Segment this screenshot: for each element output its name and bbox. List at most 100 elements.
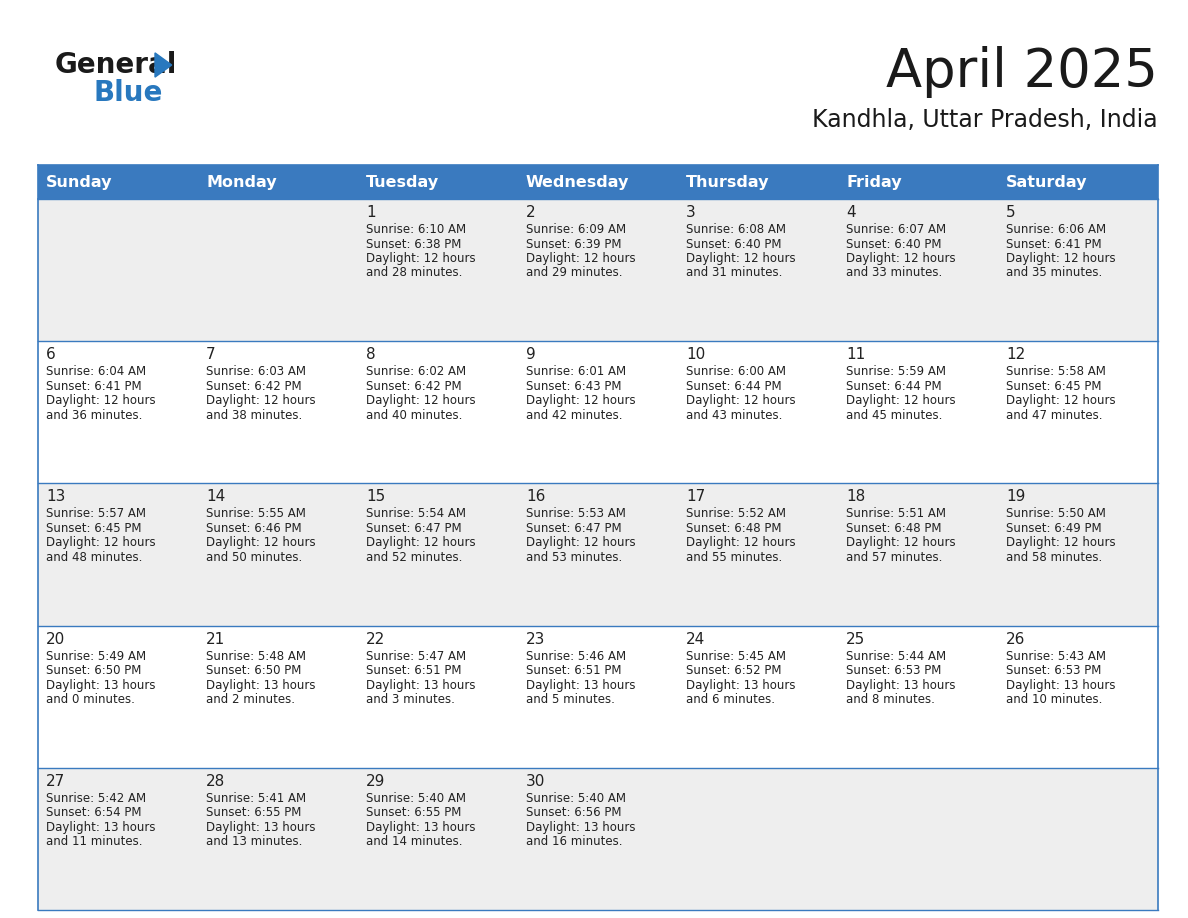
Text: and 14 minutes.: and 14 minutes.	[366, 835, 462, 848]
Text: Sunset: 6:42 PM: Sunset: 6:42 PM	[366, 380, 462, 393]
Text: Sunset: 6:56 PM: Sunset: 6:56 PM	[526, 806, 621, 819]
Text: 3: 3	[685, 205, 696, 220]
Text: 16: 16	[526, 489, 545, 504]
Text: Sunrise: 6:08 AM: Sunrise: 6:08 AM	[685, 223, 786, 236]
Text: Daylight: 12 hours: Daylight: 12 hours	[1006, 536, 1116, 549]
Text: Sunset: 6:48 PM: Sunset: 6:48 PM	[685, 522, 782, 535]
Text: Sunset: 6:38 PM: Sunset: 6:38 PM	[366, 238, 461, 251]
Text: Daylight: 12 hours: Daylight: 12 hours	[846, 394, 955, 408]
Text: Daylight: 13 hours: Daylight: 13 hours	[526, 821, 636, 834]
Text: Sunset: 6:47 PM: Sunset: 6:47 PM	[526, 522, 621, 535]
Text: Sunset: 6:46 PM: Sunset: 6:46 PM	[206, 522, 302, 535]
Text: Sunset: 6:41 PM: Sunset: 6:41 PM	[46, 380, 141, 393]
Text: Sunset: 6:53 PM: Sunset: 6:53 PM	[1006, 664, 1101, 677]
Text: Sunset: 6:52 PM: Sunset: 6:52 PM	[685, 664, 782, 677]
Text: Sunrise: 5:51 AM: Sunrise: 5:51 AM	[846, 508, 946, 521]
Text: Sunset: 6:50 PM: Sunset: 6:50 PM	[206, 664, 302, 677]
Text: and 48 minutes.: and 48 minutes.	[46, 551, 143, 564]
Text: Sunset: 6:43 PM: Sunset: 6:43 PM	[526, 380, 621, 393]
Text: Blue: Blue	[93, 79, 163, 107]
Text: 25: 25	[846, 632, 865, 646]
Text: Daylight: 13 hours: Daylight: 13 hours	[526, 678, 636, 691]
Text: 18: 18	[846, 489, 865, 504]
Text: Daylight: 13 hours: Daylight: 13 hours	[1006, 678, 1116, 691]
Text: Sunset: 6:53 PM: Sunset: 6:53 PM	[846, 664, 941, 677]
Polygon shape	[154, 53, 172, 77]
Text: Sunrise: 5:45 AM: Sunrise: 5:45 AM	[685, 650, 786, 663]
Text: and 28 minutes.: and 28 minutes.	[366, 266, 462, 279]
Text: 7: 7	[206, 347, 216, 363]
Text: 14: 14	[206, 489, 226, 504]
Text: Sunset: 6:55 PM: Sunset: 6:55 PM	[206, 806, 302, 819]
Text: Daylight: 12 hours: Daylight: 12 hours	[1006, 252, 1116, 265]
Text: Friday: Friday	[846, 174, 902, 189]
Text: Daylight: 13 hours: Daylight: 13 hours	[206, 821, 316, 834]
Text: Monday: Monday	[206, 174, 277, 189]
Text: 13: 13	[46, 489, 65, 504]
Text: 10: 10	[685, 347, 706, 363]
Text: Daylight: 13 hours: Daylight: 13 hours	[366, 678, 475, 691]
Text: 12: 12	[1006, 347, 1025, 363]
Text: Sunset: 6:51 PM: Sunset: 6:51 PM	[366, 664, 461, 677]
Text: Sunrise: 5:57 AM: Sunrise: 5:57 AM	[46, 508, 146, 521]
Text: 9: 9	[526, 347, 536, 363]
Text: Sunset: 6:41 PM: Sunset: 6:41 PM	[1006, 238, 1101, 251]
Text: Sunrise: 6:03 AM: Sunrise: 6:03 AM	[206, 365, 307, 378]
Text: Sunrise: 5:41 AM: Sunrise: 5:41 AM	[206, 792, 307, 805]
Text: Sunrise: 5:40 AM: Sunrise: 5:40 AM	[526, 792, 626, 805]
Text: Sunset: 6:39 PM: Sunset: 6:39 PM	[526, 238, 621, 251]
Text: Sunset: 6:50 PM: Sunset: 6:50 PM	[46, 664, 141, 677]
Text: 4: 4	[846, 205, 855, 220]
Text: 5: 5	[1006, 205, 1016, 220]
Text: Sunset: 6:54 PM: Sunset: 6:54 PM	[46, 806, 141, 819]
Text: Sunset: 6:51 PM: Sunset: 6:51 PM	[526, 664, 621, 677]
Bar	[38, 341, 1158, 484]
Text: Daylight: 12 hours: Daylight: 12 hours	[846, 536, 955, 549]
Text: Sunrise: 5:52 AM: Sunrise: 5:52 AM	[685, 508, 786, 521]
Text: Sunrise: 5:48 AM: Sunrise: 5:48 AM	[206, 650, 307, 663]
Text: and 29 minutes.: and 29 minutes.	[526, 266, 623, 279]
Bar	[38, 625, 1158, 767]
Text: Saturday: Saturday	[1006, 174, 1087, 189]
Text: Daylight: 12 hours: Daylight: 12 hours	[206, 536, 316, 549]
Text: Sunrise: 5:47 AM: Sunrise: 5:47 AM	[366, 650, 466, 663]
Text: Daylight: 12 hours: Daylight: 12 hours	[366, 394, 475, 408]
Text: Sunset: 6:45 PM: Sunset: 6:45 PM	[1006, 380, 1101, 393]
Text: Tuesday: Tuesday	[366, 174, 440, 189]
Text: and 52 minutes.: and 52 minutes.	[366, 551, 462, 564]
Text: and 0 minutes.: and 0 minutes.	[46, 693, 135, 706]
Text: Daylight: 12 hours: Daylight: 12 hours	[526, 394, 636, 408]
Text: General: General	[55, 51, 177, 79]
Text: Daylight: 12 hours: Daylight: 12 hours	[685, 252, 796, 265]
Text: Sunset: 6:48 PM: Sunset: 6:48 PM	[846, 522, 942, 535]
Text: Sunrise: 5:50 AM: Sunrise: 5:50 AM	[1006, 508, 1106, 521]
Text: and 47 minutes.: and 47 minutes.	[1006, 409, 1102, 421]
Text: Daylight: 13 hours: Daylight: 13 hours	[366, 821, 475, 834]
Text: Daylight: 12 hours: Daylight: 12 hours	[366, 536, 475, 549]
Text: Daylight: 12 hours: Daylight: 12 hours	[206, 394, 316, 408]
Text: 1: 1	[366, 205, 375, 220]
Text: 22: 22	[366, 632, 385, 646]
Text: 29: 29	[366, 774, 385, 789]
Text: 20: 20	[46, 632, 65, 646]
Text: Sunrise: 5:58 AM: Sunrise: 5:58 AM	[1006, 365, 1106, 378]
Text: Sunrise: 5:44 AM: Sunrise: 5:44 AM	[846, 650, 946, 663]
Text: Daylight: 13 hours: Daylight: 13 hours	[206, 678, 316, 691]
Text: Sunrise: 6:06 AM: Sunrise: 6:06 AM	[1006, 223, 1106, 236]
Text: and 53 minutes.: and 53 minutes.	[526, 551, 623, 564]
Text: 15: 15	[366, 489, 385, 504]
Text: Daylight: 12 hours: Daylight: 12 hours	[526, 536, 636, 549]
Text: Kandhla, Uttar Pradesh, India: Kandhla, Uttar Pradesh, India	[813, 108, 1158, 132]
Text: Sunset: 6:42 PM: Sunset: 6:42 PM	[206, 380, 302, 393]
Text: 21: 21	[206, 632, 226, 646]
Text: and 42 minutes.: and 42 minutes.	[526, 409, 623, 421]
Text: April 2025: April 2025	[886, 46, 1158, 98]
Text: Daylight: 12 hours: Daylight: 12 hours	[846, 252, 955, 265]
Text: and 43 minutes.: and 43 minutes.	[685, 409, 783, 421]
Text: Sunrise: 5:55 AM: Sunrise: 5:55 AM	[206, 508, 305, 521]
Text: Sunrise: 5:46 AM: Sunrise: 5:46 AM	[526, 650, 626, 663]
Text: Daylight: 13 hours: Daylight: 13 hours	[685, 678, 796, 691]
Text: Sunrise: 6:01 AM: Sunrise: 6:01 AM	[526, 365, 626, 378]
Bar	[38, 165, 1158, 199]
Text: Sunrise: 5:54 AM: Sunrise: 5:54 AM	[366, 508, 466, 521]
